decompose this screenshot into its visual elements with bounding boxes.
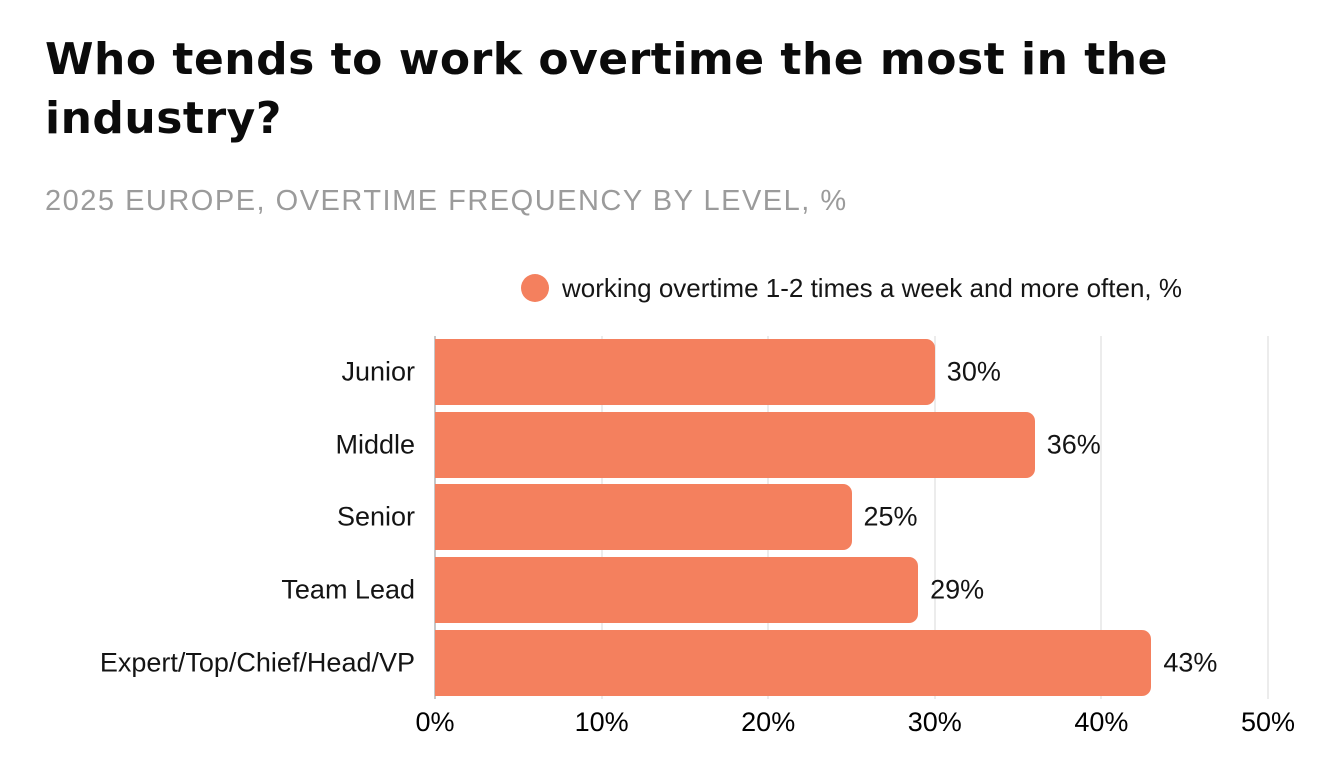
category-label: Expert/Top/Chief/Head/VP <box>99 647 415 678</box>
x-axis-tick-label: 20% <box>741 707 796 737</box>
legend-circle-icon <box>521 274 550 302</box>
bar-chart-plot-area: Junior 30% Middle 36% Senior 25% Team Lead 29% E… <box>100 336 1269 699</box>
bar-rows: Junior 30% Middle 36% Senior 25% Team Lead 29% E… <box>100 336 1268 699</box>
gridline <box>1100 336 1102 699</box>
bar-row: Junior 30% <box>341 336 1268 409</box>
category-label: Middle <box>335 429 415 460</box>
value-label: 29% <box>930 574 985 605</box>
bar-row: Expert/Top/Chief/Head/VP 43% <box>100 626 1268 699</box>
gridline <box>1267 336 1269 699</box>
value-label: 43% <box>1163 647 1218 678</box>
bar-row: Team Lead 29% <box>281 554 1268 627</box>
value-label: 30% <box>946 356 1001 387</box>
legend-label: working overtime 1-2 times a week and mo… <box>562 272 1182 303</box>
x-axis-tick-label: 40% <box>1074 707 1129 737</box>
category-label: Senior <box>336 501 415 532</box>
x-axis-tick-label: 10% <box>574 707 629 737</box>
page-title-line2: industry? <box>45 93 282 144</box>
bar-row: Senior 25% <box>337 481 1268 554</box>
page-title-line1: Who tends to work overtime the most in t… <box>45 34 1168 85</box>
x-axis-tick-label: 0% <box>415 707 455 737</box>
x-axis-tick-label: 50% <box>1240 707 1296 737</box>
bar <box>435 557 919 624</box>
category-label: Team Lead <box>281 574 415 605</box>
bar <box>435 484 852 551</box>
page-title: Who tends to work overtime the most in t… <box>45 30 1315 148</box>
x-axis-tick-label: 30% <box>907 707 962 737</box>
bar <box>435 339 935 406</box>
value-label: 25% <box>863 501 918 532</box>
chart-legend: working overtime 1-2 times a week and mo… <box>435 266 1268 310</box>
x-axis: 0% 10% 20% 30% 40% 50% <box>415 704 1295 744</box>
bar <box>435 411 1035 478</box>
bar-row: Middle 36% <box>335 409 1268 482</box>
page-subtitle: 2025 EUROPE, OVERTIME FREQUENCY BY LEVEL… <box>45 185 848 217</box>
category-label: Junior <box>341 356 415 387</box>
bar <box>435 629 1152 696</box>
gridline <box>934 336 936 699</box>
value-label: 36% <box>1046 429 1101 460</box>
